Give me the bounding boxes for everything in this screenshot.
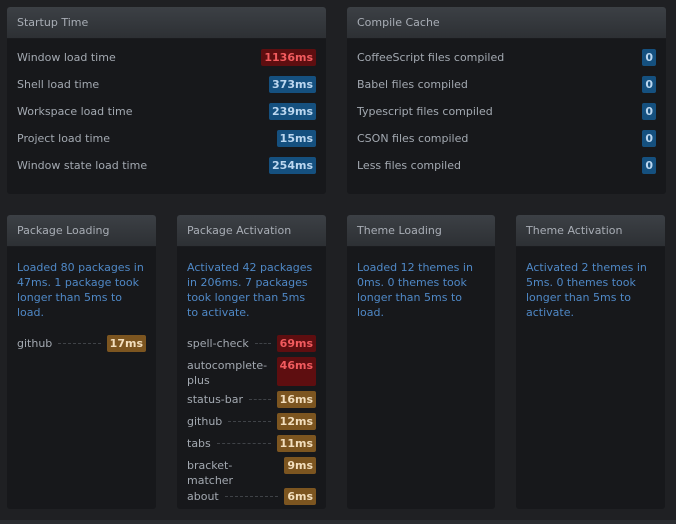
- timing-label: Shell load time: [17, 78, 100, 91]
- timing-row: Window load time 1136ms: [17, 49, 316, 76]
- package-row: spell-check 69ms: [187, 335, 316, 357]
- package-time-badge: 46ms: [276, 357, 316, 386]
- package-time-badge: 11ms: [276, 435, 316, 452]
- panel-title: Compile Cache: [347, 7, 666, 39]
- dotted-leader: [249, 399, 271, 400]
- cache-row: Babel files compiled 0: [357, 76, 656, 103]
- cache-row: CSON files compiled 0: [357, 130, 656, 157]
- cache-label: Typescript files compiled: [357, 105, 493, 118]
- timing-row: Workspace load time 239ms: [17, 103, 316, 130]
- timing-row: Shell load time 373ms: [17, 76, 316, 103]
- package-name: spell-check: [187, 337, 249, 350]
- package-row: tabs 11ms: [187, 435, 316, 457]
- cache-label: Less files compiled: [357, 159, 461, 172]
- dotted-leader: [216, 443, 271, 444]
- package-row: github 17ms: [17, 335, 146, 357]
- package-row: autocomplete-plus 46ms: [187, 357, 316, 391]
- package-activation-summary: Activated 42 packages in 206ms. 7 packag…: [187, 261, 313, 319]
- timing-label: Window state load time: [17, 159, 148, 172]
- package-time-badge: 17ms: [106, 335, 146, 352]
- timing-badge: 15ms: [276, 130, 316, 147]
- package-loading-summary: Loaded 80 packages in 47ms. 1 package to…: [17, 261, 144, 319]
- package-name: tabs: [187, 437, 211, 450]
- package-loading-panel: Package Loading Loaded 80 packages in 47…: [7, 215, 156, 509]
- dotted-leader: [228, 421, 271, 422]
- package-name: bracket-matcher: [187, 459, 234, 487]
- cache-label: CoffeeScript files compiled: [357, 51, 505, 64]
- cache-count-badge: 0: [642, 130, 656, 147]
- package-time-badge: 6ms: [284, 488, 316, 505]
- package-time-badge: 69ms: [276, 335, 316, 352]
- package-name: status-bar: [187, 393, 244, 406]
- timing-badge: 254ms: [269, 157, 316, 174]
- package-row: github 12ms: [187, 413, 316, 435]
- timing-label: Workspace load time: [17, 105, 133, 118]
- panel-title: Theme Activation: [516, 215, 665, 247]
- timing-row: Project load time 15ms: [17, 130, 316, 157]
- theme-activation-panel: Theme Activation Activated 2 themes in 5…: [516, 215, 665, 509]
- panel-title: Package Activation: [177, 215, 326, 247]
- theme-loading-summary: Loaded 12 themes in 0ms. 0 themes took l…: [357, 261, 473, 319]
- cache-row: Less files compiled 0: [357, 157, 656, 184]
- package-time-badge: 9ms: [284, 457, 316, 474]
- cache-count-badge: 0: [642, 49, 656, 66]
- package-name: github: [17, 337, 53, 350]
- timing-label: Project load time: [17, 132, 110, 145]
- package-name: github: [187, 415, 223, 428]
- package-row: status-bar 16ms: [187, 391, 316, 413]
- cache-row: Typescript files compiled 0: [357, 103, 656, 130]
- dotted-leader: [224, 496, 279, 497]
- startup-time-panel: Startup Time Window load time 1136ms She…: [7, 7, 326, 194]
- dotted-leader: [58, 343, 101, 344]
- dotted-leader: [254, 343, 271, 344]
- panel-title: Theme Loading: [347, 215, 495, 247]
- panel-title: Package Loading: [7, 215, 156, 247]
- panel-title: Startup Time: [7, 7, 326, 39]
- cache-count-badge: 0: [642, 157, 656, 174]
- package-row: bracket-matcher 9ms: [187, 457, 316, 488]
- timing-badge: 373ms: [269, 76, 316, 93]
- compile-cache-panel: Compile Cache CoffeeScript files compile…: [347, 7, 666, 194]
- cache-row: CoffeeScript files compiled 0: [357, 49, 656, 76]
- package-name: autocomplete-plus: [187, 359, 268, 387]
- bottom-edge: [0, 520, 676, 524]
- cache-label: CSON files compiled: [357, 132, 469, 145]
- package-time-badge: 12ms: [276, 413, 316, 430]
- cache-count-badge: 0: [642, 76, 656, 93]
- package-name: about: [187, 490, 219, 503]
- package-time-badge: 16ms: [276, 391, 316, 408]
- timing-badge: 239ms: [269, 103, 316, 120]
- cache-label: Babel files compiled: [357, 78, 468, 91]
- package-row: about 6ms: [187, 488, 316, 509]
- cache-count-badge: 0: [642, 103, 656, 120]
- timing-row: Window state load time 254ms: [17, 157, 316, 184]
- theme-activation-summary: Activated 2 themes in 5ms. 0 themes took…: [526, 261, 647, 319]
- theme-loading-panel: Theme Loading Loaded 12 themes in 0ms. 0…: [347, 215, 495, 509]
- timing-badge: 1136ms: [261, 49, 316, 66]
- package-activation-panel: Package Activation Activated 42 packages…: [177, 215, 326, 509]
- timing-label: Window load time: [17, 51, 116, 64]
